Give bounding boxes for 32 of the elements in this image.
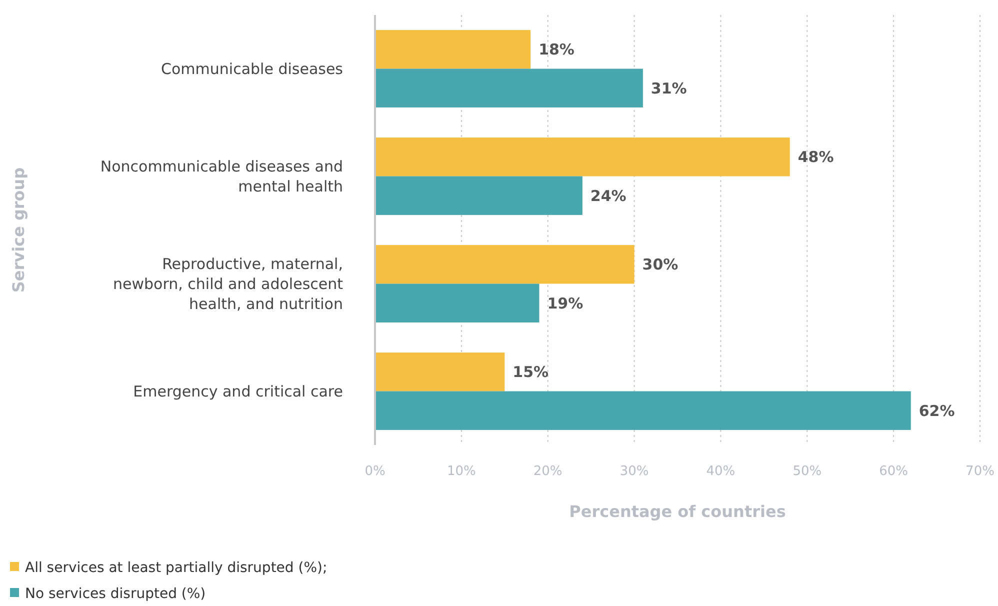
x-tick-label: 60% (879, 464, 908, 479)
data-label: 62% (918, 402, 955, 420)
legend-label: All services at least partially disrupted (%); (25, 560, 328, 576)
x-tick-label: 40% (706, 464, 736, 479)
bar (375, 138, 790, 176)
data-label: 24% (590, 186, 626, 205)
y-tick-label: Communicable diseases (161, 60, 344, 78)
y-tick-label: Emergency and critical care (133, 382, 343, 400)
x-tick-label: 20% (533, 464, 562, 479)
bar (375, 245, 634, 284)
data-label: 48% (798, 148, 834, 166)
bar (375, 68, 643, 108)
x-tick-label: 70% (966, 464, 994, 479)
y-tick-label: Noncommunicable diseases and mental health (100, 158, 343, 196)
bar (375, 391, 911, 430)
data-label: 19% (547, 294, 584, 312)
data-label: 30% (642, 256, 678, 274)
x-tick-label: 50% (792, 464, 822, 479)
x-tick-label: 10% (446, 464, 476, 479)
y-axis-title: Service group (9, 167, 28, 293)
x-tick-label: 30% (620, 464, 649, 479)
data-label: 15% (512, 363, 549, 382)
data-label: 18% (538, 40, 574, 59)
x-axis-title: Percentage of countries (569, 502, 786, 521)
legend-label: No services disrupted (%) (25, 586, 206, 602)
bar (375, 30, 531, 69)
bar (375, 352, 505, 392)
y-tick-label: Reproductive, maternal, newborn, child and adolescent health, and nutrition (113, 255, 344, 313)
data-label: 31% (650, 79, 687, 98)
x-tick-label: 0% (364, 464, 386, 479)
bar (375, 284, 540, 322)
bar (375, 176, 582, 215)
